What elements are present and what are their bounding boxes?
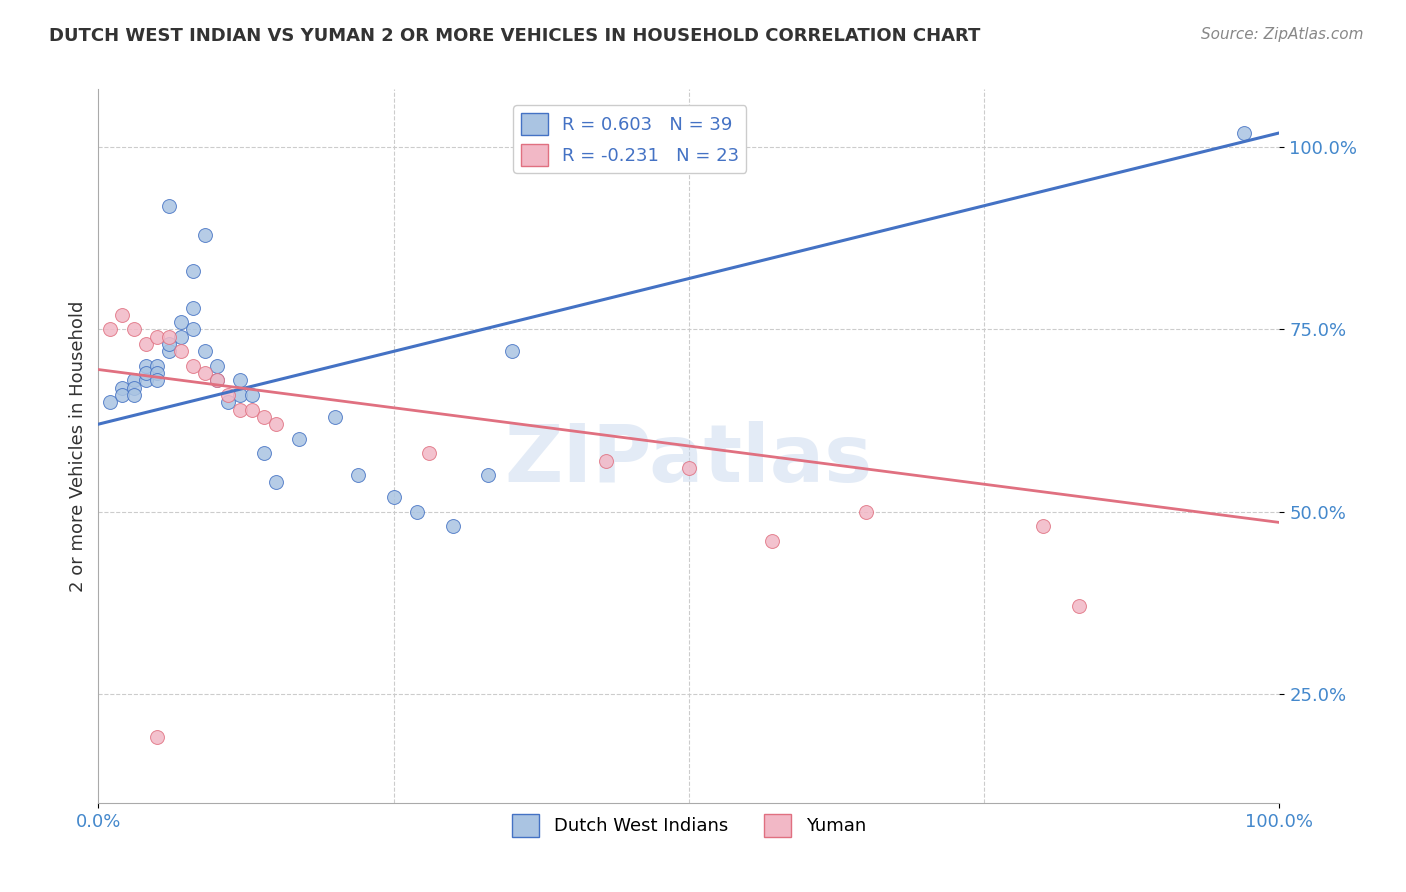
Point <box>501 344 523 359</box>
Point <box>122 322 145 336</box>
Point <box>382 490 405 504</box>
Point <box>1067 599 1090 614</box>
Point <box>146 731 169 745</box>
Point <box>678 460 700 475</box>
Point <box>595 453 617 467</box>
Text: ZIPatlas: ZIPatlas <box>505 421 873 500</box>
Legend: Dutch West Indians, Yuman: Dutch West Indians, Yuman <box>505 807 873 844</box>
Point <box>122 388 145 402</box>
Point <box>146 366 169 380</box>
Point <box>347 468 370 483</box>
Point <box>181 264 204 278</box>
Point <box>135 337 157 351</box>
Point <box>253 409 276 424</box>
Point <box>855 504 877 518</box>
Point <box>229 388 252 402</box>
Point <box>157 199 180 213</box>
Point <box>98 322 121 336</box>
Point <box>170 330 193 344</box>
Point <box>761 533 783 548</box>
Point <box>181 301 204 315</box>
Point <box>111 388 134 402</box>
Point <box>323 409 346 424</box>
Point <box>135 359 157 373</box>
Point <box>135 366 157 380</box>
Point <box>98 395 121 409</box>
Point <box>111 381 134 395</box>
Point <box>194 366 217 380</box>
Point <box>194 344 217 359</box>
Point <box>122 381 145 395</box>
Point <box>205 359 228 373</box>
Point <box>157 337 180 351</box>
Point <box>194 227 217 242</box>
Point <box>406 504 429 518</box>
Point <box>181 322 204 336</box>
Point <box>264 475 287 490</box>
Point <box>418 446 440 460</box>
Point <box>253 446 276 460</box>
Point <box>1233 126 1256 140</box>
Point <box>135 374 157 388</box>
Point <box>240 402 263 417</box>
Point <box>205 374 228 388</box>
Point <box>240 388 263 402</box>
Text: DUTCH WEST INDIAN VS YUMAN 2 OR MORE VEHICLES IN HOUSEHOLD CORRELATION CHART: DUTCH WEST INDIAN VS YUMAN 2 OR MORE VEH… <box>49 27 980 45</box>
Point <box>111 308 134 322</box>
Point <box>229 402 252 417</box>
Point <box>217 395 239 409</box>
Point <box>229 374 252 388</box>
Point <box>264 417 287 432</box>
Point <box>170 315 193 329</box>
Y-axis label: 2 or more Vehicles in Household: 2 or more Vehicles in Household <box>69 301 87 591</box>
Point <box>181 359 204 373</box>
Point <box>122 374 145 388</box>
Point <box>217 388 239 402</box>
Point <box>146 374 169 388</box>
Point <box>477 468 499 483</box>
Point <box>288 432 311 446</box>
Point <box>146 359 169 373</box>
Point <box>205 374 228 388</box>
Point <box>1032 519 1054 533</box>
Point <box>146 330 169 344</box>
Point <box>170 344 193 359</box>
Point <box>157 344 180 359</box>
Text: Source: ZipAtlas.com: Source: ZipAtlas.com <box>1201 27 1364 42</box>
Point <box>441 519 464 533</box>
Point <box>157 330 180 344</box>
